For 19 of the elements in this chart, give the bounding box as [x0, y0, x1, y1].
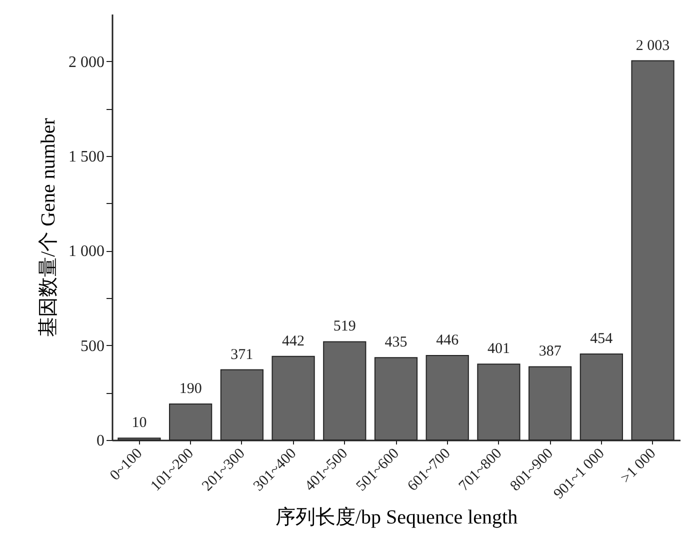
y-axis-title: 基因数量/个 Gene number — [38, 118, 60, 337]
data-label: 190 — [179, 381, 202, 398]
data-label: 10 — [132, 415, 147, 432]
data-label: 2 003 — [636, 38, 670, 54]
data-label: 442 — [282, 333, 305, 350]
y-tick-label: 1 500 — [68, 148, 104, 166]
y-tick-label: 1 000 — [68, 243, 104, 260]
data-label: 401 — [487, 341, 510, 358]
y-tick-label: 500 — [80, 338, 104, 355]
data-label: 371 — [230, 346, 254, 363]
y-tick-label: 2 000 — [68, 54, 104, 71]
y-tick-label: 0 — [96, 432, 104, 450]
data-label: 446 — [436, 332, 460, 349]
data-label: 454 — [590, 331, 614, 348]
x-axis-title: 序列长度/bp Sequence length — [275, 506, 518, 529]
x-tick-label: >1 000 — [618, 446, 660, 487]
data-label: 435 — [384, 334, 408, 351]
data-label: 387 — [538, 344, 562, 360]
data-label: 519 — [333, 318, 356, 335]
